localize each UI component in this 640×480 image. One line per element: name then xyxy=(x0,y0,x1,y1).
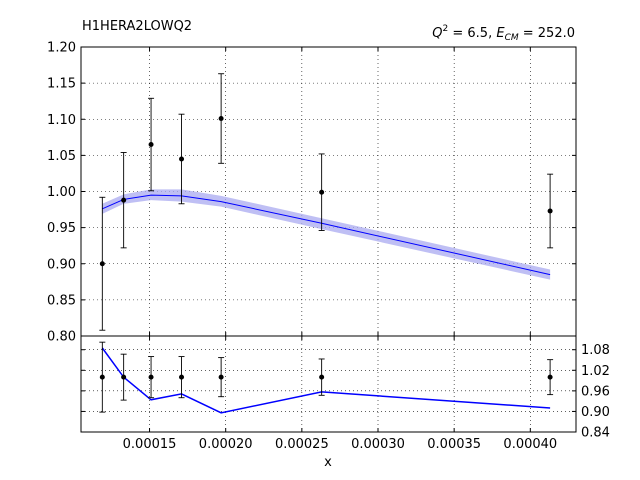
top-panel: 0.80 0.85 0.90 0.95 1.00 1.05 1.10 1.15 1.20 xyxy=(47,41,577,345)
e-value: = 252.0 xyxy=(519,26,575,41)
bottom-data-point xyxy=(179,374,185,380)
bottom-panel: 0.00015 0.00020 0.00025 0.00030 0.00035 0.000… xyxy=(80,335,610,452)
top-data-point xyxy=(148,142,154,148)
x-tick-label: 0.00040 xyxy=(503,437,557,452)
q-value: = 6.5, xyxy=(448,26,496,41)
q-symbol: Q xyxy=(432,26,442,41)
x-tick-label: 0.00035 xyxy=(427,437,481,452)
top-y-tick-label: 1.00 xyxy=(47,185,76,200)
top-data-point xyxy=(99,261,105,267)
top-y-tick-label: 0.95 xyxy=(47,221,76,236)
top-y-tick-label: 0.80 xyxy=(47,330,76,345)
bottom-axes-frame xyxy=(80,335,577,433)
top-data-point xyxy=(319,189,325,195)
x-tick-label: 0.00015 xyxy=(123,437,177,452)
top-data-point xyxy=(121,197,127,203)
bottom-y-tick-label: 1.08 xyxy=(581,343,610,358)
bottom-data-point xyxy=(121,374,127,380)
chart-title-kinematics: Q2 = 6.5, ECM = 252.0 xyxy=(432,24,575,43)
x-tick-label: 0.00025 xyxy=(275,437,329,452)
top-y-tick-label: 0.90 xyxy=(47,257,76,272)
bottom-y-tick-label: 0.96 xyxy=(581,384,610,399)
top-data-point xyxy=(547,208,553,214)
bottom-y-tick-label: 0.84 xyxy=(581,426,610,441)
top-data-point xyxy=(179,156,185,162)
top-y-tick-label: 1.15 xyxy=(47,77,76,92)
top-y-tick-label: 1.05 xyxy=(47,149,76,164)
e-symbol: E xyxy=(496,26,505,41)
top-y-tick-label: 1.20 xyxy=(47,41,76,56)
q-exponent: 2 xyxy=(443,24,449,34)
bottom-y-tick-label: 0.90 xyxy=(581,405,610,420)
x-tick-label: 0.00020 xyxy=(199,437,253,452)
top-y-tick-label: 0.85 xyxy=(47,293,76,308)
e-subscript: CM xyxy=(505,33,519,43)
chart-title: H1HERA2LOWQ2 xyxy=(82,19,192,34)
bottom-data-point xyxy=(148,374,154,380)
theory-uncertainty-band xyxy=(102,189,551,280)
bottom-data-point xyxy=(319,374,325,380)
x-tick-label: 0.00030 xyxy=(351,437,405,452)
top-data-point xyxy=(218,116,224,122)
top-y-tick-label: 1.10 xyxy=(47,113,76,128)
bottom-data-point xyxy=(218,374,224,380)
bottom-data-point xyxy=(547,374,553,380)
bottom-data-point xyxy=(99,374,105,380)
bottom-y-tick-label: 1.02 xyxy=(581,364,610,379)
x-axis-label: x xyxy=(324,455,332,470)
